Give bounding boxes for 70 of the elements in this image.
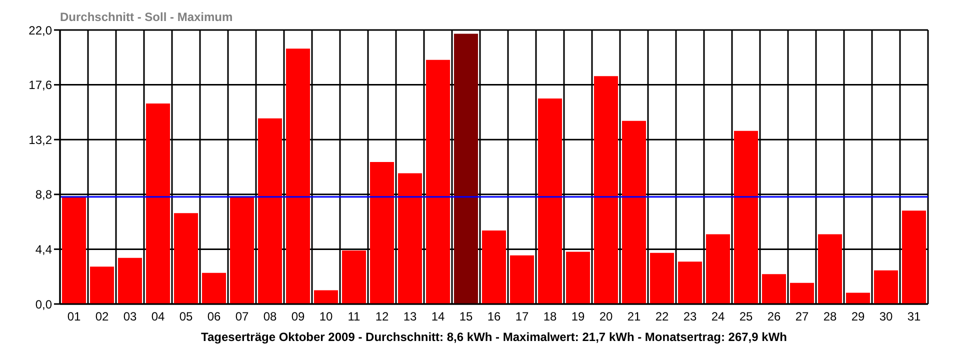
bar [566, 252, 590, 304]
x-tick-label: 23 [683, 310, 697, 324]
bar [706, 234, 730, 304]
bar [734, 130, 758, 304]
x-tick-label: 16 [487, 310, 501, 324]
bar [874, 270, 898, 304]
x-tick-label: 01 [67, 310, 81, 324]
x-tick-label: 12 [375, 310, 389, 324]
x-tick-label: 05 [179, 310, 193, 324]
x-tick-label: 19 [571, 310, 585, 324]
bar [146, 103, 170, 304]
x-tick-label: 18 [543, 310, 557, 324]
x-tick-label: 25 [739, 310, 753, 324]
x-tick-label: 22 [655, 310, 669, 324]
x-tick-label: 10 [319, 310, 333, 324]
bar [398, 173, 422, 304]
bar [258, 118, 282, 304]
bar [762, 274, 786, 304]
bar [594, 76, 618, 304]
bar [90, 266, 114, 304]
x-tick-label: 24 [711, 310, 725, 324]
x-tick-label: 30 [879, 310, 893, 324]
x-tick-label: 13 [403, 310, 417, 324]
x-tick-label: 07 [235, 310, 249, 324]
bar [510, 255, 534, 304]
x-axis-title: Tageserträge Oktober 2009 - Durchschnitt: 8,6 kWh - Maximalwert: 21,7 kWh - Monatsertrag: 267,9 kWh [200, 330, 788, 344]
y-tick-label: 8,8 [35, 188, 52, 202]
x-tick-label: 31 [907, 310, 921, 324]
x-tick-label: 29 [851, 310, 865, 324]
x-tick-label: 03 [123, 310, 137, 324]
bar [790, 282, 814, 304]
bar [286, 48, 310, 304]
bar [426, 60, 450, 304]
x-tick-label: 15 [459, 310, 473, 324]
bar [538, 98, 562, 304]
bar [678, 262, 702, 304]
x-tick-label: 14 [431, 310, 445, 324]
x-tick-label: 04 [151, 310, 165, 324]
bar [650, 252, 674, 304]
y-tick-label: 0,0 [35, 297, 52, 312]
x-tick-label: 08 [263, 310, 277, 324]
x-tick-label: 27 [795, 310, 809, 324]
bar [314, 290, 338, 304]
y-tick-label: 13,2 [28, 132, 52, 147]
bar [118, 258, 142, 304]
bar [454, 34, 478, 304]
y-tick-label: 17,6 [28, 78, 52, 92]
bar [202, 272, 226, 304]
x-tick-label: 26 [767, 310, 781, 324]
bar [622, 120, 646, 304]
x-tick-label: 21 [627, 310, 641, 324]
x-tick-label: 11 [348, 310, 361, 324]
bar [846, 292, 870, 304]
y-tick-label: 4,4 [35, 242, 52, 256]
x-tick-label: 02 [95, 310, 109, 324]
bar [62, 196, 86, 304]
bar [818, 234, 842, 304]
bar [902, 210, 926, 304]
bar [482, 230, 506, 304]
bar [174, 213, 198, 304]
bar [370, 162, 394, 304]
x-tick-label: 09 [291, 310, 305, 324]
x-tick-label: 20 [599, 310, 613, 324]
x-tick-label: 17 [515, 310, 529, 324]
bar [230, 196, 254, 304]
chart-title: Durchschnitt - Soll - Maximum [60, 10, 233, 24]
x-tick-label: 28 [823, 310, 837, 324]
y-tick-label: 22,0 [28, 23, 52, 38]
x-tick-label: 06 [207, 310, 221, 324]
bar [342, 250, 366, 304]
